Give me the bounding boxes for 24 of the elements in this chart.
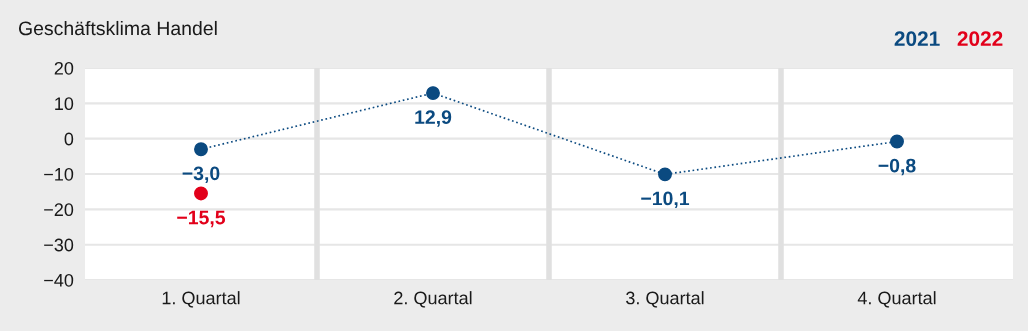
x-tick-label: 4. Quartal bbox=[857, 291, 936, 308]
y-tick-label: −30 bbox=[44, 238, 74, 252]
y-tick-label: −10 bbox=[44, 167, 74, 181]
data-label: −0,8 bbox=[878, 158, 916, 176]
text: 2021 bbox=[894, 31, 940, 47]
y-tick-label: 10 bbox=[55, 97, 74, 111]
x-tick-label: 3. Quartal bbox=[626, 291, 704, 308]
text: 2022 bbox=[957, 31, 1003, 47]
point bbox=[890, 134, 904, 149]
data-label: −15,5 bbox=[177, 210, 226, 228]
x-tick-label: 1. Quartal bbox=[162, 291, 240, 308]
data-label: −3,0 bbox=[182, 166, 220, 184]
x-tick-label: 2. Quartal bbox=[394, 291, 472, 308]
y-tick-label: −40 bbox=[44, 273, 74, 287]
point bbox=[194, 186, 208, 201]
point bbox=[658, 167, 672, 182]
point bbox=[426, 86, 440, 101]
point bbox=[194, 142, 208, 157]
y-tick-label: 0 bbox=[64, 132, 74, 146]
data-label: −10,1 bbox=[641, 191, 690, 209]
y-tick-label: −20 bbox=[44, 203, 74, 217]
chart-title: Geschäftsklima Handel bbox=[18, 20, 217, 36]
data-label: 12,9 bbox=[415, 110, 452, 127]
y-tick-label: 20 bbox=[54, 61, 74, 75]
